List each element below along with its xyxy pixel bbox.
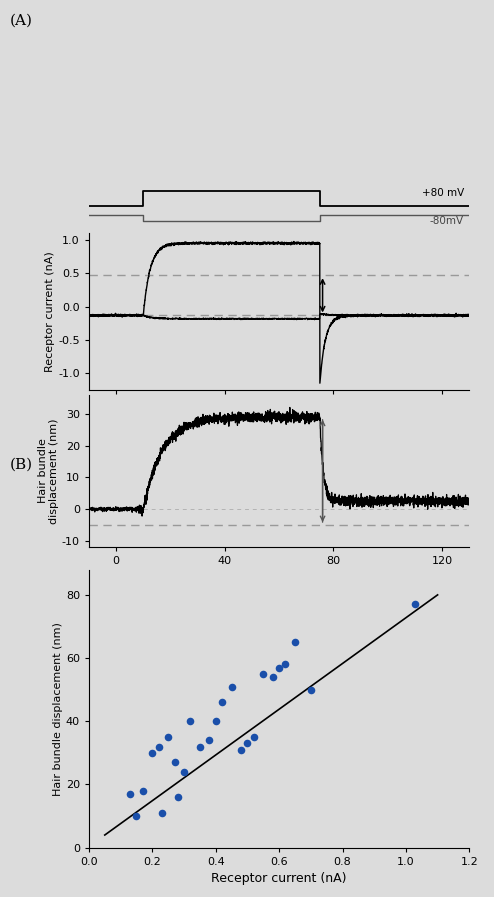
Y-axis label: Receptor current (nA): Receptor current (nA) xyxy=(45,251,55,372)
Point xyxy=(126,787,134,801)
Point xyxy=(206,733,213,747)
Point xyxy=(250,730,258,745)
Point xyxy=(228,679,236,693)
Y-axis label: Hair bundle displacement (nm): Hair bundle displacement (nm) xyxy=(53,622,63,796)
Point xyxy=(412,597,419,612)
Point xyxy=(212,714,220,728)
Point xyxy=(196,739,204,753)
Text: (A): (A) xyxy=(10,13,33,28)
Point xyxy=(132,809,140,823)
Point xyxy=(164,730,172,745)
Point xyxy=(170,755,178,770)
Point xyxy=(174,790,182,805)
Text: +80 mV: +80 mV xyxy=(421,187,464,198)
Point xyxy=(244,736,251,751)
Point xyxy=(275,660,283,675)
Point xyxy=(291,635,299,649)
Point xyxy=(158,806,166,820)
Point xyxy=(237,743,245,757)
Point xyxy=(186,714,194,728)
Text: -80mV: -80mV xyxy=(430,215,464,225)
Point xyxy=(139,784,147,798)
Point xyxy=(180,764,188,779)
Y-axis label: Hair bundle
displacement (nm): Hair bundle displacement (nm) xyxy=(38,418,59,524)
X-axis label: Time (ms): Time (ms) xyxy=(247,571,311,585)
Point xyxy=(148,745,156,760)
X-axis label: Receptor current (nA): Receptor current (nA) xyxy=(211,872,347,885)
Text: (B): (B) xyxy=(10,457,33,472)
Point xyxy=(218,695,226,710)
Point xyxy=(155,739,163,753)
Point xyxy=(307,683,315,697)
Point xyxy=(259,666,267,681)
Point xyxy=(282,658,289,672)
Point xyxy=(269,670,277,684)
